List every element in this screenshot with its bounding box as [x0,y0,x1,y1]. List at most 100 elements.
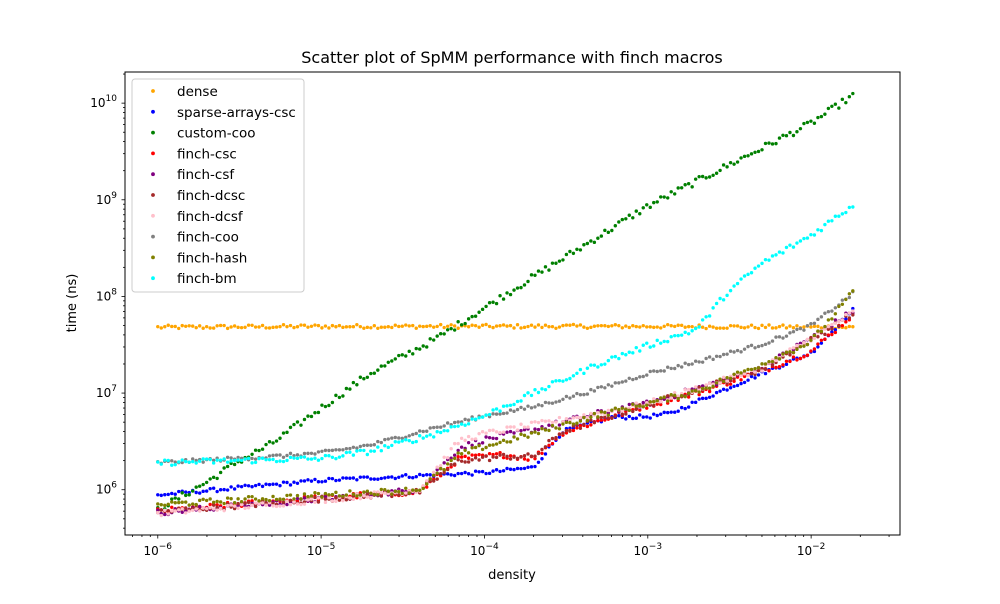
data-point [442,461,446,465]
data-point [215,508,219,512]
data-point [184,500,188,504]
data-point [522,283,527,287]
data-point [578,393,583,397]
data-point [281,459,286,464]
data-point [449,323,453,327]
data-point [313,477,317,482]
data-point [585,366,590,370]
data-point [229,459,233,463]
data-point [376,477,380,481]
data-point [805,120,810,125]
data-point [732,350,736,354]
data-point [749,343,754,348]
data-point [418,472,422,477]
data-point [631,216,635,220]
data-point [833,312,838,316]
data-point [442,471,446,475]
data-point [732,384,736,389]
data-point [494,436,499,441]
data-point [575,371,579,375]
data-point [554,426,558,430]
data-point [295,420,300,424]
data-point [257,482,261,487]
data-point [425,324,429,329]
data-point [624,324,628,328]
data-point [564,416,569,421]
data-point [823,112,827,116]
data-point [589,363,593,367]
data-point [770,363,775,367]
data-point [760,323,764,328]
data-point [809,325,813,329]
data-point [316,500,321,504]
data-point [571,322,576,327]
data-point [393,323,397,327]
legend-item: dense [151,84,218,100]
data-point [201,489,205,494]
data-point [578,426,583,430]
data-point [292,453,296,458]
data-point [411,323,415,328]
data-point [225,460,230,464]
data-point [393,476,397,481]
data-point [617,381,621,385]
data-point [634,401,638,405]
data-point [501,323,506,327]
data-point [211,500,216,504]
data-point [638,408,642,412]
data-point [278,504,282,508]
data-point [704,326,708,331]
data-point [526,458,530,462]
data-point [498,440,502,445]
data-point [498,453,502,457]
data-point [271,457,275,462]
data-point [816,335,820,339]
data-point [156,493,160,497]
data-point [648,400,652,404]
data-point [515,428,520,432]
data-point [295,325,300,329]
data-point [501,430,506,434]
data-point [645,401,649,405]
data-point [617,220,621,224]
data-point [452,453,457,457]
data-point [295,502,300,506]
data-point [494,442,499,446]
data-point [191,324,195,328]
data-point [383,325,387,329]
data-point [309,324,314,328]
data-point [690,389,694,393]
data-point [826,324,831,329]
data-point [547,401,551,405]
data-point [456,458,460,462]
data-point [669,190,673,194]
data-point [508,467,513,471]
data-point [578,367,583,372]
data-point [564,378,569,382]
data-point [348,387,352,391]
data-point [599,418,604,422]
data-point [805,342,810,347]
data-point [683,361,687,365]
data-point [648,205,652,210]
data-point [236,325,240,330]
data-point [536,323,541,327]
data-point [274,459,279,464]
data-point [575,426,579,430]
data-point [840,302,845,306]
data-point [526,465,530,469]
data-point [802,236,806,241]
data-point [404,435,408,440]
data-point [655,399,659,403]
data-point [826,219,831,223]
data-point [435,465,439,469]
data-point [243,457,247,461]
data-point [529,465,534,469]
data-point [711,325,715,329]
data-point [225,464,230,469]
data-point [358,475,363,479]
data-point [411,352,415,356]
data-point [383,364,387,368]
data-point [770,359,775,364]
data-point [166,323,170,327]
